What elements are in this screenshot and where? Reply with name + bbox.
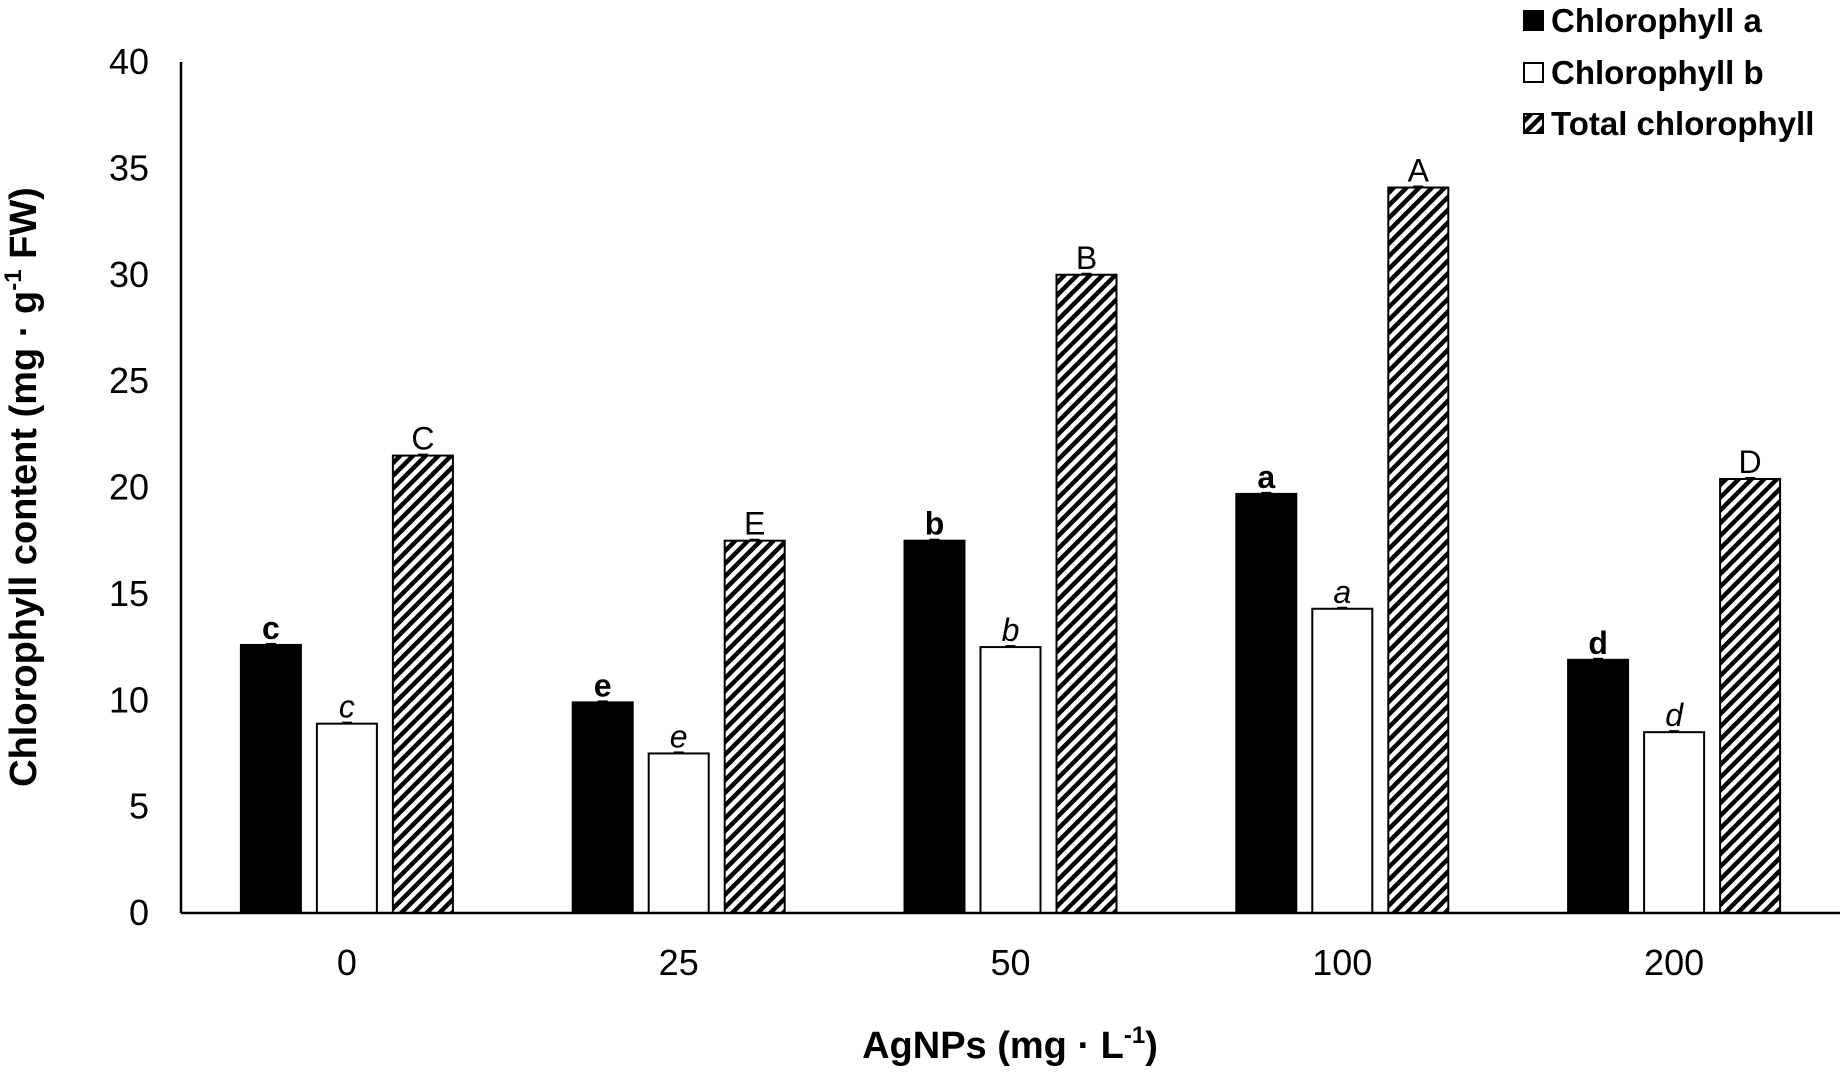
y-tick-label-15: 15 <box>109 573 149 614</box>
bar-total-chlorophyll-100 <box>1387 186 1450 914</box>
x-tick-label-200: 200 <box>1644 942 1704 983</box>
legend-swatch-total-chlorophyll <box>1523 113 1544 134</box>
sig-label-chlorophyll-a-0: c <box>262 610 280 646</box>
x-tick-label-100: 100 <box>1312 942 1372 983</box>
sig-label-chlorophyll-a-50: b <box>925 506 945 542</box>
y-tick-label-30: 30 <box>109 254 149 295</box>
sig-label-chlorophyll-b-25: e <box>670 718 688 754</box>
bars <box>239 185 1782 915</box>
y-tick-label-10: 10 <box>109 679 149 720</box>
y-tick-label-35: 35 <box>109 147 149 188</box>
sig-label-total-chlorophyll-100: A <box>1408 153 1430 189</box>
y-axis-title: Chlorophyll content (mg · g-1 FW) <box>0 187 45 787</box>
y-axis-ticks: 0 5 10 15 20 25 30 35 40 <box>109 41 149 933</box>
x-tick-label-50: 50 <box>990 942 1030 983</box>
legend-item-total-chlorophyll: Total chlorophyll <box>1523 105 1814 142</box>
sig-label-chlorophyll-a-200: d <box>1588 625 1608 661</box>
y-tick-label-20: 20 <box>109 467 149 508</box>
y-tick-label-40: 40 <box>109 41 149 82</box>
legend-label-total-chlorophyll: Total chlorophyll <box>1551 105 1814 142</box>
legend: Chlorophyll a Chlorophyll b Total chloro… <box>1523 2 1814 142</box>
x-tick-label-0: 0 <box>337 942 357 983</box>
legend-item-chlorophyll-b: Chlorophyll b <box>1523 54 1764 91</box>
bar-chlorophyll-b-25 <box>647 752 710 914</box>
bar-total-chlorophyll-0 <box>391 454 454 914</box>
sig-label-total-chlorophyll-200: D <box>1739 444 1762 480</box>
bar-chlorophyll-a-25 <box>571 701 634 914</box>
bar-total-chlorophyll-200 <box>1719 477 1782 914</box>
significance-labels: c c Ce e E b b Ba a Ad d D <box>262 153 1762 755</box>
bar-chlorophyll-a-200 <box>1567 658 1630 915</box>
x-tick-label-25: 25 <box>659 942 699 983</box>
bar-chlorophyll-a-0 <box>239 643 302 914</box>
legend-item-chlorophyll-a: Chlorophyll a <box>1523 2 1762 39</box>
bar-chlorophyll-b-0 <box>315 722 378 915</box>
bar-chlorophyll-a-100 <box>1235 492 1298 914</box>
bar-chlorophyll-b-200 <box>1643 731 1706 914</box>
sig-label-total-chlorophyll-25: E <box>744 506 765 542</box>
sig-label-chlorophyll-b-50: b <box>1002 612 1020 648</box>
sig-label-chlorophyll-a-100: a <box>1257 459 1275 495</box>
bar-chlorophyll-b-50 <box>979 646 1042 914</box>
x-axis-title: AgNPs (mg · L-1) <box>862 1022 1158 1067</box>
legend-swatch-chlorophyll-b <box>1523 62 1544 83</box>
y-tick-label-0: 0 <box>129 892 149 933</box>
legend-swatch-chlorophyll-a <box>1523 10 1544 31</box>
y-tick-label-25: 25 <box>109 360 149 401</box>
sig-label-chlorophyll-b-200: d <box>1665 697 1684 733</box>
bar-total-chlorophyll-25 <box>723 539 786 914</box>
legend-label-chlorophyll-b: Chlorophyll b <box>1551 54 1764 91</box>
legend-label-chlorophyll-a: Chlorophyll a <box>1551 2 1762 39</box>
sig-label-total-chlorophyll-50: B <box>1076 240 1097 276</box>
sig-label-chlorophyll-b-100: a <box>1333 574 1351 610</box>
bar-chlorophyll-a-50 <box>903 539 966 914</box>
bar-total-chlorophyll-50 <box>1055 273 1118 914</box>
sig-label-chlorophyll-b-0: c <box>339 689 355 725</box>
bar-chlorophyll-b-100 <box>1311 607 1374 915</box>
y-tick-label-5: 5 <box>129 786 149 827</box>
sig-label-total-chlorophyll-0: C <box>411 421 434 457</box>
sig-label-chlorophyll-a-25: e <box>594 667 612 703</box>
x-axis-ticks: 0 25 50 100 200 <box>337 942 1704 983</box>
